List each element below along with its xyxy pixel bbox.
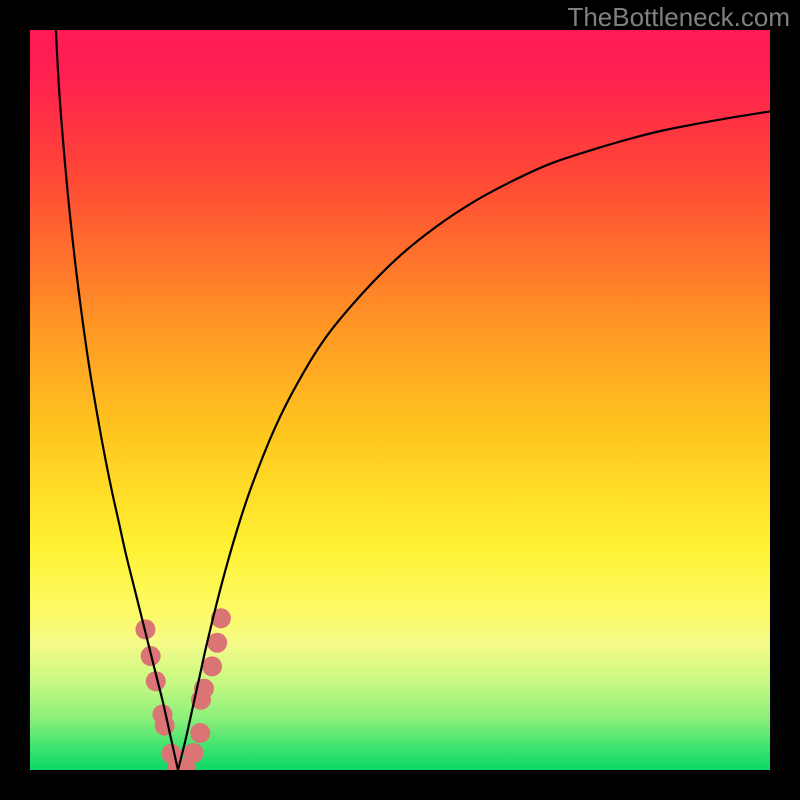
data-marker — [184, 743, 204, 763]
watermark-text: TheBottleneck.com — [567, 2, 790, 33]
chart-container: TheBottleneck.com — [0, 0, 800, 800]
data-marker — [190, 723, 210, 743]
chart-svg — [0, 0, 800, 800]
data-marker — [155, 716, 175, 736]
data-marker — [202, 656, 222, 676]
right-bottleneck-curve — [178, 111, 770, 770]
data-marker — [207, 633, 227, 653]
